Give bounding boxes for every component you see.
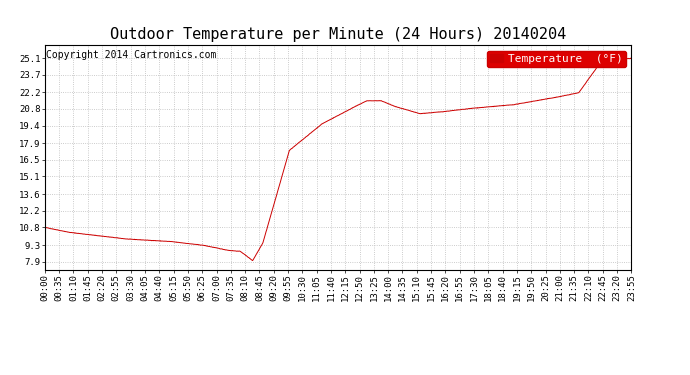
Legend: Temperature  (°F): Temperature (°F): [486, 51, 626, 67]
Title: Outdoor Temperature per Minute (24 Hours) 20140204: Outdoor Temperature per Minute (24 Hours…: [110, 27, 566, 42]
Text: Copyright 2014 Cartronics.com: Copyright 2014 Cartronics.com: [46, 50, 217, 60]
